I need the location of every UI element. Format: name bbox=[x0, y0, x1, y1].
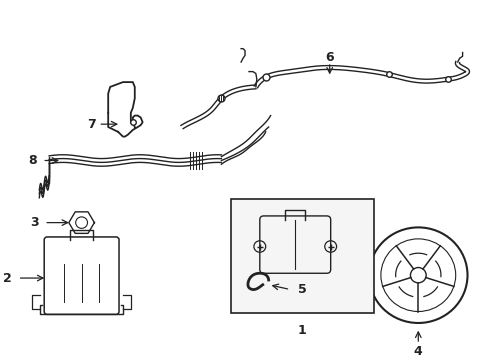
Text: 4: 4 bbox=[413, 345, 422, 358]
Text: 7: 7 bbox=[87, 118, 96, 131]
Text: 3: 3 bbox=[30, 216, 39, 229]
Text: 8: 8 bbox=[28, 154, 37, 167]
Text: 1: 1 bbox=[297, 324, 306, 337]
Text: 5: 5 bbox=[298, 283, 306, 296]
Text: 6: 6 bbox=[325, 51, 333, 64]
Bar bbox=[231, 199, 373, 314]
Text: 2: 2 bbox=[3, 271, 12, 284]
